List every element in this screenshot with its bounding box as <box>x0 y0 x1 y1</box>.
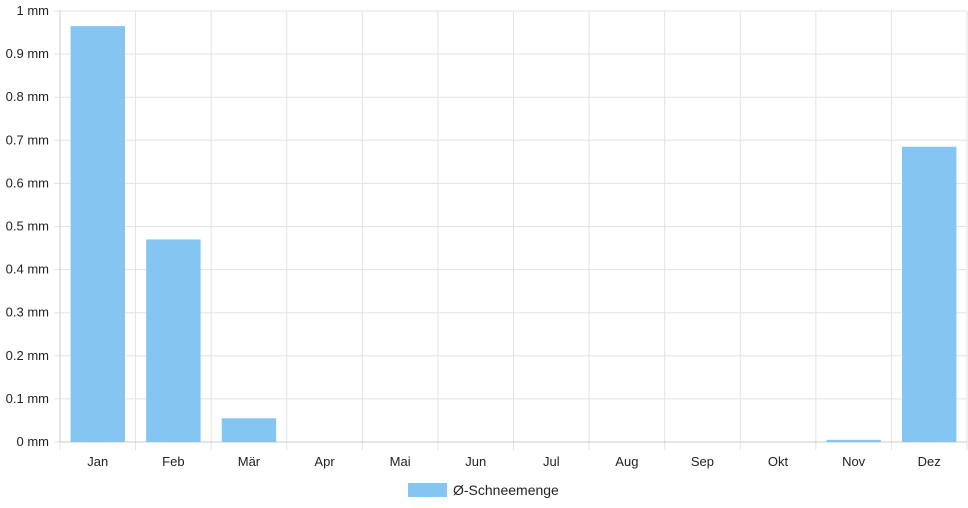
x-tick-label: Sep <box>691 454 714 469</box>
y-tick-label: 0.8 mm <box>6 89 49 104</box>
y-tick-label: 0 mm <box>17 434 50 449</box>
x-tick-label: Dez <box>918 454 941 469</box>
x-tick-label: Okt <box>768 454 789 469</box>
x-axis-ticks: Jan Feb Mär Apr Mai Jun Jul Aug Sep Okt Nov Dez <box>87 454 940 469</box>
x-tick-label: Mär <box>238 454 261 469</box>
legend[interactable]: Ø-Schneemenge <box>408 482 559 498</box>
x-tick-label: Mai <box>390 454 411 469</box>
y-tick-label: 0.6 mm <box>6 175 49 190</box>
x-tick-label: Jan <box>87 454 108 469</box>
bar-dez[interactable] <box>901 146 957 442</box>
bar-mär[interactable] <box>221 418 277 442</box>
legend-label: Ø-Schneemenge <box>453 482 559 498</box>
x-tick-label: Apr <box>314 454 335 469</box>
y-tick-label: 0.9 mm <box>6 46 49 61</box>
bar-jan[interactable] <box>70 26 126 443</box>
x-tick-label: Jul <box>543 454 560 469</box>
y-tick-label: 0.4 mm <box>6 262 49 277</box>
y-tick-label: 1 mm <box>17 3 50 18</box>
y-tick-label: 0.5 mm <box>6 219 49 234</box>
y-tick-label: 0.1 mm <box>6 391 49 406</box>
grid <box>54 10 968 450</box>
bar-nov[interactable] <box>826 439 881 442</box>
legend-swatch <box>408 483 447 497</box>
bar-feb[interactable] <box>146 239 201 442</box>
y-tick-label: 0.2 mm <box>6 348 49 363</box>
y-tick-label: 0.3 mm <box>6 305 49 320</box>
x-tick-label: Aug <box>615 454 638 469</box>
bars <box>70 26 957 443</box>
x-tick-label: Feb <box>162 454 184 469</box>
x-tick-label: Nov <box>842 454 866 469</box>
y-tick-label: 0.7 mm <box>6 132 49 147</box>
y-axis-ticks: 0 mm 0.1 mm 0.2 mm 0.3 mm 0.4 mm 0.5 mm 0.6 mm… <box>6 3 49 449</box>
x-tick-label: Jun <box>465 454 486 469</box>
